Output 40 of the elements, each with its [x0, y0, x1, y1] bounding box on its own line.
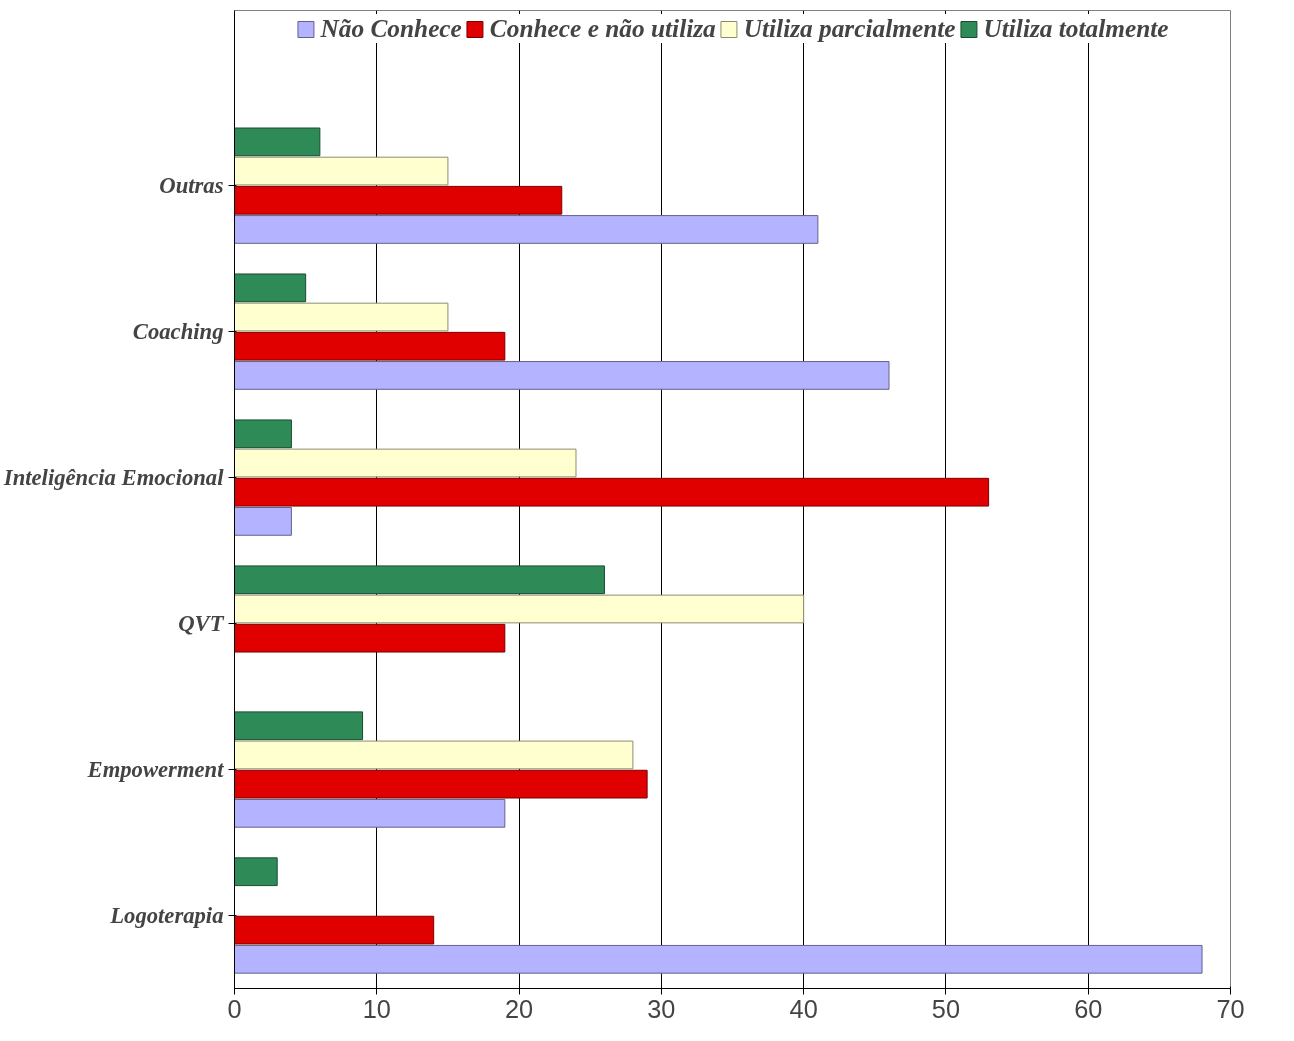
x-tick-label: 70	[1216, 994, 1245, 1023]
bar	[234, 185, 563, 215]
bar	[234, 857, 278, 887]
bar	[234, 273, 307, 303]
legend-label: Não Conhece	[320, 14, 462, 43]
bar	[234, 419, 292, 449]
legend-label: Utiliza totalmente	[983, 14, 1169, 43]
bar	[234, 740, 634, 770]
bar	[234, 769, 648, 799]
bar	[234, 623, 506, 653]
bar	[234, 798, 506, 828]
bar	[234, 507, 292, 536]
bar	[234, 944, 1203, 974]
bar	[234, 127, 321, 157]
bar	[234, 302, 449, 332]
x-tick-label: 20	[504, 994, 534, 1023]
y-tick-label: Logoterapia	[109, 903, 224, 929]
x-tick-label: 40	[789, 994, 818, 1023]
y-tick-label: Empowerment	[86, 757, 225, 783]
x-tick-label: 0	[227, 994, 242, 1023]
x-tick-label: 60	[1074, 994, 1103, 1023]
bar	[234, 915, 435, 945]
legend-label: Utiliza parcialmente	[743, 14, 956, 43]
bar	[234, 711, 364, 741]
bar	[234, 331, 506, 361]
bar	[234, 565, 605, 595]
bar	[234, 448, 577, 478]
bar	[234, 215, 819, 244]
x-tick-label: 50	[931, 994, 961, 1023]
y-tick-label: QVT	[178, 611, 225, 637]
bar	[234, 594, 805, 624]
y-tick-label: Inteligência Emocional	[2, 465, 225, 491]
x-tick-label: 30	[647, 994, 676, 1023]
legend-label: Conhece e não utiliza	[489, 14, 716, 43]
bar	[234, 361, 890, 390]
bar	[234, 156, 449, 186]
y-tick-label: Coaching	[132, 319, 224, 345]
x-tick-label: 10	[362, 994, 391, 1023]
bar	[234, 477, 990, 507]
y-tick-label: Outras	[159, 173, 224, 199]
